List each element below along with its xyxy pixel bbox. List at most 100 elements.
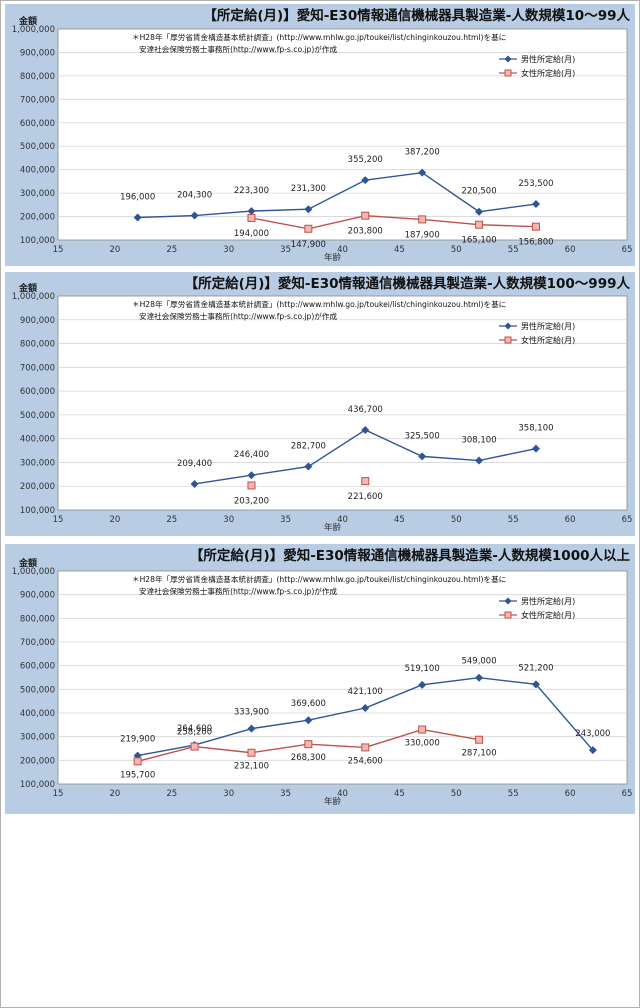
data-label: 421,100 xyxy=(348,687,383,697)
data-label: 549,000 xyxy=(461,657,496,667)
data-point xyxy=(531,222,540,231)
y-tick-label: 400,000 xyxy=(20,709,55,719)
y-tick-label: 400,000 xyxy=(20,166,55,176)
legend-entry: 男性所定給(月) xyxy=(521,321,575,331)
legend-marker xyxy=(504,597,512,605)
data-label: 521,200 xyxy=(518,663,553,673)
data-point xyxy=(133,213,142,222)
series-line xyxy=(251,214,536,230)
y-tick-label: 500,000 xyxy=(20,411,55,421)
y-tick-label: 700,000 xyxy=(20,95,55,105)
y-tick-label: 400,000 xyxy=(20,435,55,445)
data-point xyxy=(304,205,313,214)
data-label: 187,900 xyxy=(405,230,440,240)
x-tick-label: 40 xyxy=(337,515,348,525)
legend-marker xyxy=(504,55,512,63)
data-point xyxy=(190,211,199,220)
y-tick-label: 600,000 xyxy=(20,119,55,129)
data-point xyxy=(247,748,256,757)
x-tick-label: 45 xyxy=(394,789,405,799)
x-tick-label: 15 xyxy=(53,789,64,799)
data-label: 387,200 xyxy=(405,148,440,158)
data-label: 232,100 xyxy=(234,762,269,772)
y-tick-label: 800,000 xyxy=(20,340,55,350)
data-label: 287,100 xyxy=(461,749,496,759)
data-point xyxy=(475,456,484,465)
y-tick-label: 100,000 xyxy=(20,780,55,790)
x-tick-label: 55 xyxy=(508,515,519,525)
data-point xyxy=(361,704,370,713)
legend-entry: 男性所定給(月) xyxy=(521,596,575,606)
source-note-line-2: 安達社会保険労務士事務所(http://www.fp-s.co.jp)が作成 xyxy=(139,586,337,596)
x-tick-label: 60 xyxy=(565,245,576,255)
data-point xyxy=(361,176,370,185)
data-point xyxy=(304,224,313,233)
x-tick-label: 65 xyxy=(622,515,633,525)
chart-title: 【所定給(月)】愛知-E30情報通信機械器具製造業-人数規模100～999人 xyxy=(185,275,631,292)
data-label: 355,200 xyxy=(348,155,383,165)
chart-panel-1: 100,000 200,000 300,000 400,000 500,000 600,0… xyxy=(5,4,635,266)
y-tick-label: 900,000 xyxy=(20,591,55,601)
x-tick-label: 65 xyxy=(622,245,633,255)
x-tick-label: 30 xyxy=(223,245,234,255)
legend-marker xyxy=(504,336,512,344)
x-tick-label: 60 xyxy=(565,515,576,525)
x-axis-label: 年齢 xyxy=(324,796,342,807)
x-tick-label: 50 xyxy=(451,789,462,799)
x-tick-label: 25 xyxy=(166,789,177,799)
data-label: 156,800 xyxy=(518,238,553,248)
x-tick-label: 25 xyxy=(166,515,177,525)
source-note-line-1: ＊H28年「厚労省賃金構造基本統計調査」(http://www.mhlw.go.… xyxy=(132,574,506,584)
legend-entry: 女性所定給(月) xyxy=(521,610,575,620)
y-tick-label: 500,000 xyxy=(20,685,55,695)
data-label: 333,900 xyxy=(234,708,269,718)
legend-marker xyxy=(504,69,512,77)
data-point xyxy=(133,757,142,766)
data-point xyxy=(304,716,313,725)
y-tick-label: 300,000 xyxy=(20,189,55,199)
x-tick-label: 20 xyxy=(109,789,120,799)
data-point xyxy=(304,462,313,471)
data-label: 358,100 xyxy=(518,424,553,434)
chart-panel-2: 100,000 200,000 300,000 400,000 500,000 600,0… xyxy=(5,272,635,536)
data-label: 264,600 xyxy=(177,724,212,734)
y-tick-label: 300,000 xyxy=(20,733,55,743)
data-point xyxy=(531,444,540,453)
x-tick-label: 40 xyxy=(337,245,348,255)
x-tick-label: 40 xyxy=(337,789,348,799)
chart-title: 【所定給(月)】愛知-E30情報通信機械器具製造業-人数規模1000人以上 xyxy=(190,547,631,564)
plot-area xyxy=(57,570,628,785)
source-note-line-2: 安達社会保険労務士事務所(http://www.fp-s.co.jp)が作成 xyxy=(139,311,337,321)
data-point xyxy=(418,215,427,224)
data-label: 147,900 xyxy=(291,240,326,250)
y-tick-label: 800,000 xyxy=(20,72,55,82)
data-point xyxy=(418,680,427,689)
data-point xyxy=(190,479,199,488)
data-label: 231,300 xyxy=(291,184,326,194)
data-label: 325,500 xyxy=(405,431,440,441)
x-tick-label: 30 xyxy=(223,789,234,799)
data-point xyxy=(418,725,427,734)
x-tick-label: 20 xyxy=(109,245,120,255)
data-point xyxy=(361,743,370,752)
data-point xyxy=(475,207,484,216)
data-point xyxy=(190,742,199,751)
data-point xyxy=(418,452,427,461)
chart-3-svg: 100,000 200,000 300,000 400,000 500,000 600,0… xyxy=(12,547,633,807)
source-note-line-2: 安達社会保険労務士事務所(http://www.fp-s.co.jp)が作成 xyxy=(139,44,337,54)
data-point xyxy=(418,168,427,177)
x-tick-label: 25 xyxy=(166,245,177,255)
x-tick-label: 30 xyxy=(223,515,234,525)
data-label: 196,000 xyxy=(120,192,155,202)
data-point xyxy=(588,746,597,755)
y-tick-label: 700,000 xyxy=(20,363,55,373)
data-label: 268,300 xyxy=(291,753,326,763)
data-label: 194,000 xyxy=(234,229,269,239)
y-tick-label: 500,000 xyxy=(20,142,55,152)
x-tick-label: 15 xyxy=(53,515,64,525)
data-point xyxy=(247,213,256,222)
x-axis-label: 年齢 xyxy=(324,252,342,263)
data-label: 203,800 xyxy=(348,227,383,237)
y-tick-label: 1,000,000 xyxy=(12,25,55,35)
source-note-line-1: ＊H28年「厚労省賃金構造基本統計調査」(http://www.mhlw.go.… xyxy=(132,299,506,309)
